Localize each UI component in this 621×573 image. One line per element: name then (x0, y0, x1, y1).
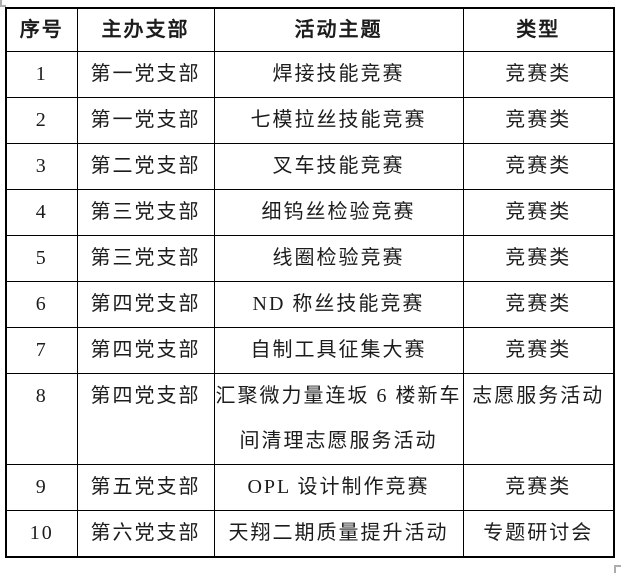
table-row: 4 第三党支部 细钨丝检验竞赛 竞赛类 (5, 189, 615, 236)
branch-cell: 第四党支部 (76, 373, 215, 465)
type-cell: 竞赛类 (462, 51, 615, 98)
branch-cell: 第一党支部 (76, 97, 215, 144)
branch-cell: 第三党支部 (76, 235, 215, 282)
type-cell: 竞赛类 (462, 327, 615, 374)
theme-cell: 天翔二期质量提升活动 (213, 510, 464, 558)
branch-cell: 第三党支部 (76, 189, 215, 236)
row-number-cell: 10 (5, 510, 78, 558)
row-number-cell: 2 (5, 97, 78, 144)
theme-cell: 焊接技能竞赛 (213, 51, 464, 98)
type-cell: 竞赛类 (462, 97, 615, 144)
row-number-cell: 4 (5, 189, 78, 236)
table-body: 1 第一党支部 焊接技能竞赛 竞赛类 2 第一党支部 七模拉丝技能竞赛 竞赛类 … (5, 51, 615, 558)
type-cell: 竞赛类 (462, 143, 615, 190)
table-row: 6 第四党支部 ND 称丝技能竞赛 竞赛类 (5, 281, 615, 328)
table-row: 9 第五党支部 OPL 设计制作竞赛 竞赛类 (5, 464, 615, 511)
row-number-cell: 5 (5, 235, 78, 282)
theme-cell: 自制工具征集大赛 (213, 327, 464, 374)
row-number-cell: 9 (5, 464, 78, 511)
table-row: 2 第一党支部 七模拉丝技能竞赛 竞赛类 (5, 97, 615, 144)
type-cell: 竞赛类 (462, 189, 615, 236)
header-cell-type: 类型 (462, 7, 615, 52)
row-number-cell: 6 (5, 281, 78, 328)
theme-cell: OPL 设计制作竞赛 (213, 464, 464, 511)
theme-cell: 汇聚微力量连坂 6 楼新车 间清理志愿服务活动 (213, 373, 464, 465)
table-row: 8 第四党支部 汇聚微力量连坂 6 楼新车 间清理志愿服务活动 志愿服务活动 (5, 373, 615, 465)
branch-cell: 第四党支部 (76, 281, 215, 328)
table-row: 3 第二党支部 叉车技能竞赛 竞赛类 (5, 143, 615, 190)
type-cell: 竞赛类 (462, 281, 615, 328)
type-cell: 竞赛类 (462, 464, 615, 511)
type-cell: 志愿服务活动 (462, 373, 615, 465)
table-row: 1 第一党支部 焊接技能竞赛 竞赛类 (5, 51, 615, 98)
header-cell-branch: 主办支部 (76, 7, 215, 52)
theme-cell: ND 称丝技能竞赛 (213, 281, 464, 328)
type-cell: 专题研讨会 (462, 510, 615, 558)
header-cell-theme: 活动主题 (213, 7, 464, 52)
activity-table: 序号 主办支部 活动主题 类型 1 第一党支部 焊接技能竞赛 竞赛类 2 第一党… (5, 7, 615, 558)
row-number-cell: 7 (5, 327, 78, 374)
row-number-cell: 8 (5, 373, 78, 465)
branch-cell: 第二党支部 (76, 143, 215, 190)
theme-cell: 叉车技能竞赛 (213, 143, 464, 190)
branch-cell: 第四党支部 (76, 327, 215, 374)
table-row: 7 第四党支部 自制工具征集大赛 竞赛类 (5, 327, 615, 374)
row-number-cell: 3 (5, 143, 78, 190)
table-resize-handle[interactable] (614, 565, 621, 573)
header-cell-number: 序号 (5, 7, 78, 52)
branch-cell: 第一党支部 (76, 51, 215, 98)
type-cell: 竞赛类 (462, 235, 615, 282)
branch-cell: 第六党支部 (76, 510, 215, 558)
row-number-cell: 1 (5, 51, 78, 98)
header-row: 序号 主办支部 活动主题 类型 (5, 7, 615, 52)
theme-cell: 细钨丝检验竞赛 (213, 189, 464, 236)
table-row: 5 第三党支部 线圈检验竞赛 竞赛类 (5, 235, 615, 282)
theme-cell: 七模拉丝技能竞赛 (213, 97, 464, 144)
table-header: 序号 主办支部 活动主题 类型 (5, 7, 615, 52)
table-move-handle[interactable] (0, 0, 6, 7)
table-row: 10 第六党支部 天翔二期质量提升活动 专题研讨会 (5, 510, 615, 558)
theme-cell: 线圈检验竞赛 (213, 235, 464, 282)
branch-cell: 第五党支部 (76, 464, 215, 511)
